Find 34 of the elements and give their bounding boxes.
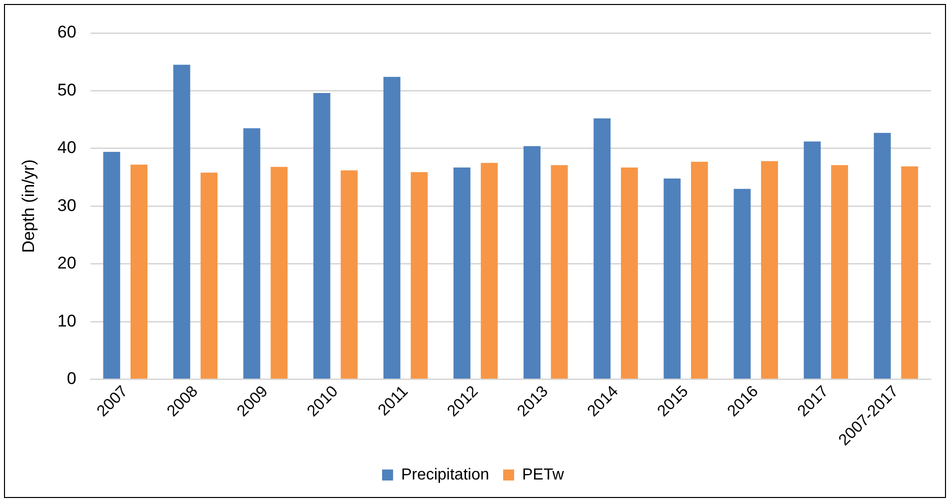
bar — [734, 188, 751, 379]
legend-label: PETw — [522, 466, 564, 484]
legend-label: Precipitation — [401, 466, 490, 484]
bar — [690, 162, 708, 379]
bar — [103, 152, 120, 379]
y-axis-title: Depth (in/yr) — [18, 159, 38, 253]
y-tick-label: 0 — [66, 369, 76, 388]
bar — [383, 76, 400, 379]
bar — [901, 166, 918, 379]
bar — [664, 178, 681, 379]
bar — [243, 128, 260, 379]
y-tick-label: 30 — [57, 196, 76, 215]
bar — [761, 161, 778, 379]
bar — [480, 162, 498, 379]
y-tick-label: 40 — [57, 138, 76, 158]
bar — [804, 142, 821, 379]
bar — [340, 170, 358, 379]
bar — [410, 172, 428, 379]
bar — [313, 93, 330, 379]
y-tick-label: 60 — [57, 22, 76, 42]
bar — [594, 118, 611, 379]
bar — [270, 166, 288, 379]
bar — [200, 172, 218, 379]
bar — [874, 132, 891, 379]
y-tick-label: 20 — [57, 254, 76, 273]
bar — [524, 146, 540, 379]
bar — [453, 167, 470, 379]
bar — [620, 167, 638, 379]
bar — [831, 165, 848, 379]
bar — [550, 165, 568, 379]
bar — [130, 164, 148, 379]
y-tick-label: 50 — [57, 80, 76, 100]
y-tick-label: 10 — [57, 311, 76, 330]
bar — [173, 64, 190, 379]
